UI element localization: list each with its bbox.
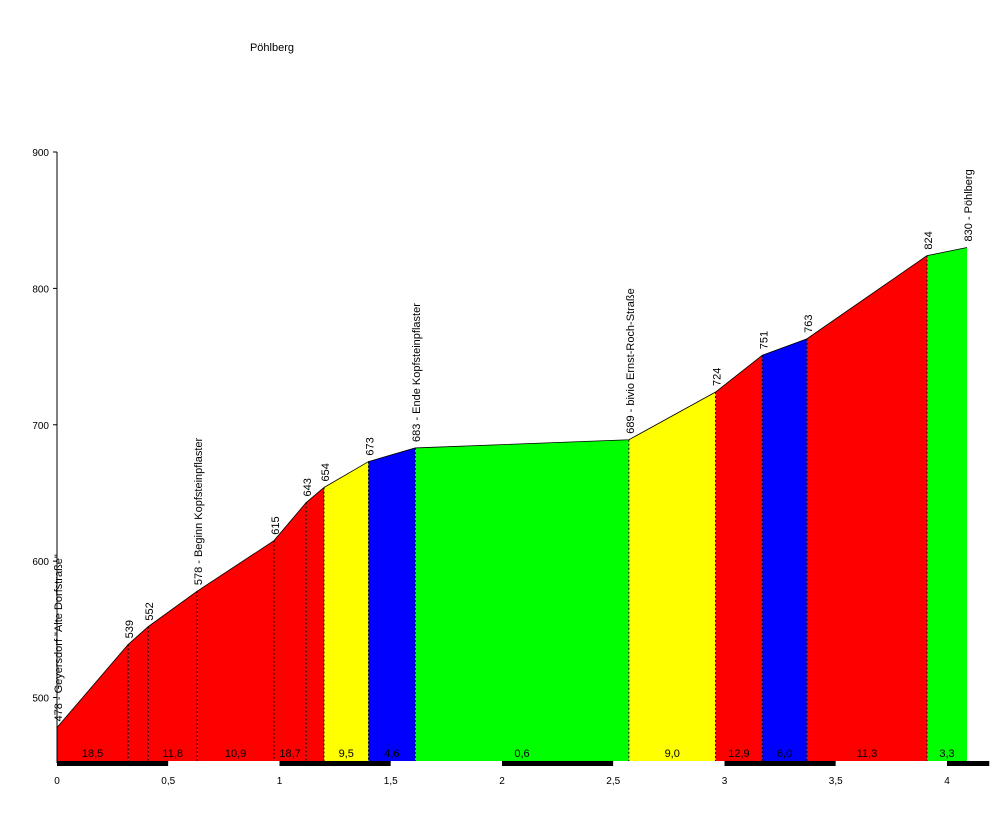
segment [197, 540, 274, 763]
x-axis-band [502, 761, 614, 766]
x-tick-label: 1,5 [384, 776, 398, 787]
x-tick-label: 2 [499, 776, 505, 787]
point-label: 824 [923, 231, 935, 249]
point-label: 478 - Geyersdorf "Alte Dorfstraße" [53, 554, 65, 721]
x-tick-label: 0,5 [161, 776, 175, 787]
gradient-label: 12,9 [728, 748, 749, 760]
x-axis-band [279, 761, 391, 766]
chart-title: Pöhlberg [250, 42, 294, 54]
y-tick-label: 700 [32, 421, 49, 432]
segment [415, 439, 629, 763]
segment [368, 447, 416, 763]
gradient-label: 10,9 [225, 748, 246, 760]
x-tick-label: 3,5 [829, 776, 843, 787]
segment [273, 502, 307, 763]
point-label: 539 [124, 620, 136, 638]
x-axis-band [613, 761, 725, 766]
x-axis-band [724, 761, 836, 766]
point-label: 751 [758, 331, 770, 349]
segment [57, 644, 129, 763]
x-axis-band [390, 761, 502, 766]
x-tick-label: 3 [722, 776, 728, 787]
gradient-label: 0,6 [514, 748, 529, 760]
gradient-label: 18,5 [82, 748, 103, 760]
point-label: 689 - bivio Ernst-Roch-Straße [625, 288, 637, 434]
segment [306, 487, 324, 763]
x-tick-label: 4 [944, 776, 950, 787]
point-label: 552 [144, 602, 156, 620]
segment [762, 338, 807, 763]
point-label: 654 [320, 463, 332, 481]
x-tick-label: 1 [277, 776, 283, 787]
segment [324, 461, 369, 763]
y-tick-label: 600 [32, 557, 49, 568]
x-axis-band [57, 761, 169, 766]
segment [806, 255, 927, 763]
gradient-label: 18,7 [279, 748, 300, 760]
point-label: 578 - Beginn Kopfsteinpflaster [193, 437, 205, 585]
x-tick-label: 0 [54, 776, 60, 787]
x-axis-band [835, 761, 947, 766]
y-tick-label: 800 [32, 284, 49, 295]
gradient-label: 11,3 [857, 748, 878, 760]
x-axis-band [947, 761, 990, 766]
gradient-label: 9,0 [665, 748, 680, 760]
segment [148, 591, 198, 763]
point-label: 763 [803, 314, 815, 332]
y-tick-label: 900 [32, 148, 49, 159]
x-tick-label: 2,5 [606, 776, 620, 787]
gradient-label: 6,0 [777, 748, 792, 760]
gradient-label: 9,5 [339, 748, 354, 760]
y-tick-label: 500 [32, 694, 49, 705]
segment [715, 355, 763, 763]
segment [926, 247, 968, 763]
segment [628, 392, 716, 763]
point-label: 724 [712, 368, 724, 386]
gradient-label: 11,8 [162, 748, 183, 760]
x-axis-band [168, 761, 280, 766]
point-label: 830 - Pöhlberg [963, 169, 975, 241]
gradient-label: 4,6 [384, 748, 399, 760]
point-label: 683 - Ende Kopfsteinpflaster [411, 303, 423, 442]
gradient-label: 3,3 [939, 748, 954, 760]
point-label: 643 [302, 478, 314, 496]
point-label: 615 [270, 516, 282, 534]
segment [128, 626, 149, 763]
point-label: 673 [365, 437, 377, 455]
